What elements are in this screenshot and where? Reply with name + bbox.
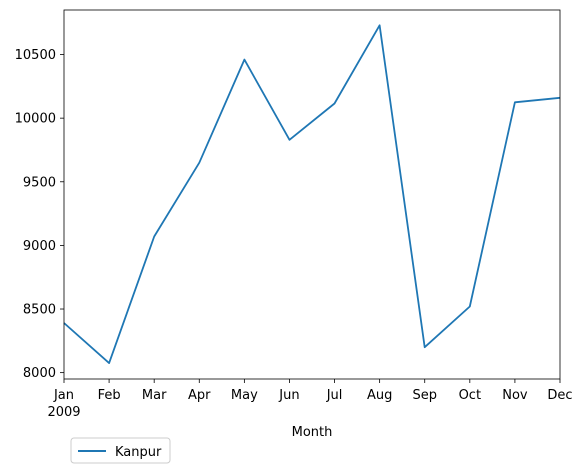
x-tick-label: Apr: [188, 388, 211, 403]
legend: Kanpur: [70, 437, 171, 464]
y-axis-ticks: 8000 8500 9000 9500 10000 10500: [15, 48, 64, 381]
y-tick-label: 8000: [23, 366, 56, 381]
x-tick-label: Jul: [326, 388, 343, 403]
x-tick-label: Oct: [459, 388, 481, 403]
x-axis-year-label: 2009: [47, 405, 80, 420]
x-tick-label: Jan: [53, 388, 74, 403]
y-tick-label: 9500: [23, 175, 56, 190]
x-tick-label: Nov: [502, 388, 528, 403]
x-tick-label: Mar: [142, 388, 167, 403]
plot-frame: [63, 9, 561, 380]
legend-label-kanpur: Kanpur: [115, 445, 162, 460]
x-axis-ticks: Jan Feb Mar Apr May Jun Jul Aug Sep Oct Nov Dec: [53, 379, 573, 403]
y-tick-label: 9000: [23, 239, 56, 254]
y-tick-label: 10000: [15, 112, 56, 127]
x-tick-label: Feb: [98, 388, 121, 403]
y-tick-label: 8500: [23, 303, 56, 318]
series-layer: [63, 24, 561, 365]
x-tick-label: Aug: [367, 388, 392, 403]
legend-box: [70, 437, 171, 464]
series-line-kanpur: [63, 24, 561, 365]
x-axis-label: Month: [292, 425, 333, 440]
x-tick-label: Sep: [412, 388, 437, 403]
x-tick-label: May: [231, 388, 258, 403]
x-tick-label: Jun: [278, 388, 299, 403]
x-tick-label: Dec: [547, 388, 572, 403]
y-tick-label: 10500: [15, 48, 56, 63]
